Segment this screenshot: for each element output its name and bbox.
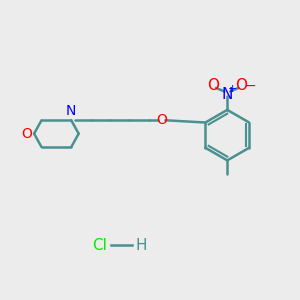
Text: O: O xyxy=(21,127,32,141)
Text: O: O xyxy=(157,113,167,127)
Text: H: H xyxy=(135,238,147,253)
Text: N: N xyxy=(66,104,76,118)
Text: −: − xyxy=(244,79,256,92)
Text: Cl: Cl xyxy=(92,238,107,253)
Text: O: O xyxy=(236,78,247,93)
Text: O: O xyxy=(207,78,219,93)
Text: N: N xyxy=(222,87,233,102)
Text: +: + xyxy=(228,84,237,94)
